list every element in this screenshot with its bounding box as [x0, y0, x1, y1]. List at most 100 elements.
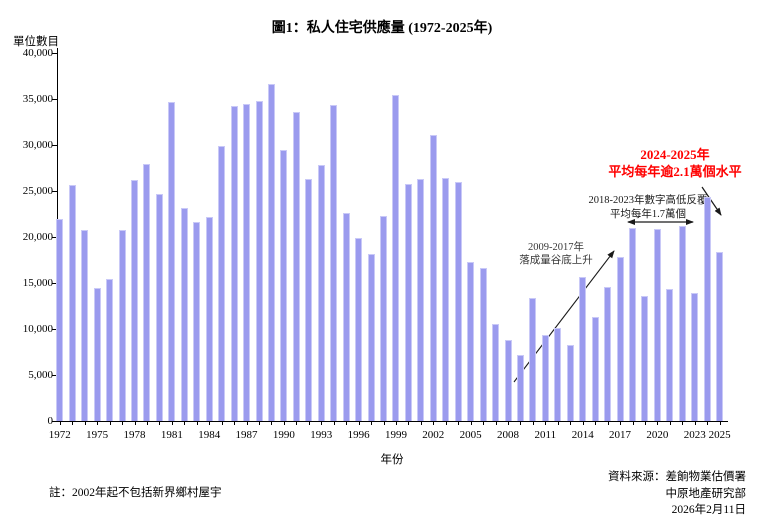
x-tick-mark-1991	[296, 421, 298, 425]
x-tick-mark-1988	[259, 421, 260, 425]
bar-1976	[106, 279, 114, 421]
x-tick-mark-1989	[271, 421, 273, 425]
x-tick-mark-2016	[607, 421, 609, 425]
x-tick-mark-2006	[483, 421, 485, 425]
x-tick-label-1972: 1972	[48, 429, 71, 441]
bar-2017	[616, 257, 624, 421]
y-tick-label-15000: 15,000	[22, 277, 53, 289]
bar-1983	[193, 222, 201, 421]
bar-2006	[479, 268, 487, 421]
annotation-2009-2017-line1: 2009-2017年	[528, 242, 584, 253]
y-tick-mark-15000	[52, 283, 57, 284]
x-tick-mark-2019	[644, 421, 646, 425]
x-tick-mark-1984	[209, 421, 211, 425]
annotation-2018-2023-line2: 平均每年1.7萬個	[609, 208, 687, 220]
bar-2010	[529, 298, 537, 421]
x-tick-label-2002: 2002	[422, 429, 445, 441]
y-axis-title: 單位數目	[13, 36, 59, 48]
bar-1998	[380, 216, 387, 421]
bar-2018	[629, 228, 636, 421]
x-tick-mark-1978	[134, 421, 136, 425]
bar-2016	[604, 287, 612, 421]
x-tick-label-2008: 2008	[497, 429, 519, 441]
bar-2001	[417, 179, 425, 421]
y-tick-mark-0	[52, 421, 57, 422]
x-tick-mark-1990	[283, 421, 285, 425]
x-tick-mark-2005	[470, 421, 472, 425]
x-tick-mark-1997	[371, 421, 373, 425]
bar-2020	[653, 229, 661, 421]
annotation-2024-2025: 2024-2025年 平均每年逾2.1萬個水平	[545, 146, 764, 180]
x-tick-mark-1974	[84, 421, 86, 425]
bar-1984	[205, 217, 213, 421]
bar-2022	[678, 226, 686, 421]
x-tick-mark-2010	[532, 421, 534, 425]
bar-2003	[442, 178, 450, 421]
bar-2011	[541, 335, 549, 421]
bar-1999	[392, 95, 400, 421]
bar-1988	[255, 101, 263, 421]
x-tick-mark-1979	[146, 421, 148, 425]
x-tick-label-2017: 2017	[609, 429, 632, 441]
x-tick-mark-2000	[408, 421, 410, 425]
x-tick-mark-1975	[97, 421, 99, 425]
x-tick-mark-1973	[72, 421, 74, 425]
x-tick-mark-1986	[234, 421, 236, 425]
bar-1992	[305, 179, 313, 421]
bar-1980	[155, 194, 163, 421]
y-tick-label-35000: 35,000	[22, 93, 53, 105]
bar-1981	[168, 102, 176, 421]
footnote: 註：2002年起不包括新界鄉村屋宇	[49, 487, 222, 499]
x-tick-label-1981: 1981	[160, 429, 183, 441]
y-tick-mark-30000	[52, 145, 57, 146]
source-block: 資料來源：差餉物業估價署 中原地產研究部 2026年2月11日	[608, 469, 746, 519]
bar-2013	[566, 345, 574, 421]
bar-1982	[180, 208, 188, 421]
y-tick-label-40000: 40,000	[22, 47, 53, 59]
y-tick-mark-35000	[52, 99, 57, 100]
y-tick-mark-25000	[52, 191, 57, 192]
x-tick-mark-2011	[545, 421, 547, 425]
x-tick-label-1993: 1993	[310, 429, 333, 441]
x-tick-mark-2023	[694, 421, 696, 425]
y-tick-label-0: 0	[47, 415, 54, 427]
bar-2025	[716, 252, 724, 421]
y-tick-label-30000: 30,000	[22, 139, 53, 151]
x-tick-label-1984: 1984	[198, 429, 221, 441]
x-tick-mark-1993	[321, 421, 323, 425]
x-tick-mark-1996	[358, 421, 360, 425]
x-tick-label-1990: 1990	[272, 429, 295, 441]
bar-2021	[666, 289, 674, 421]
bar-2002	[429, 135, 437, 421]
x-tick-mark-2021	[669, 421, 671, 425]
x-tick-mark-2018	[632, 421, 634, 425]
x-tick-mark-1985	[221, 421, 223, 425]
x-tick-mark-2017	[620, 421, 622, 425]
x-tick-label-1975: 1975	[86, 429, 109, 441]
x-tick-mark-1998	[383, 421, 385, 425]
x-tick-mark-2004	[458, 421, 460, 425]
y-tick-mark-5000	[52, 375, 57, 376]
x-tick-mark-2020	[657, 421, 659, 425]
x-tick-mark-1983	[196, 421, 198, 425]
y-tick-mark-40000	[52, 53, 57, 54]
x-tick-mark-1980	[159, 421, 161, 425]
bar-1997	[367, 254, 375, 421]
x-tick-mark-1977	[122, 421, 124, 425]
source-line3: 2026年2月11日	[671, 504, 746, 516]
bar-1974	[81, 230, 89, 421]
x-tick-label-1999: 1999	[384, 429, 407, 441]
x-tick-mark-1976	[109, 421, 111, 425]
x-tick-mark-2007	[495, 421, 497, 425]
bar-2004	[454, 182, 462, 421]
x-tick-mark-2001	[420, 421, 422, 425]
bar-1978	[131, 180, 138, 421]
bar-1990	[280, 150, 288, 421]
x-tick-mark-1994	[333, 421, 335, 425]
bar-1985	[218, 146, 226, 421]
bar-1972	[56, 219, 64, 421]
annotation-2009-2017-line2: 落成量谷底上升	[519, 255, 593, 266]
annotation-2018-2023-line1: 2018-2023年數字高低反覆	[588, 195, 708, 206]
x-tick-mark-2003	[445, 421, 447, 425]
